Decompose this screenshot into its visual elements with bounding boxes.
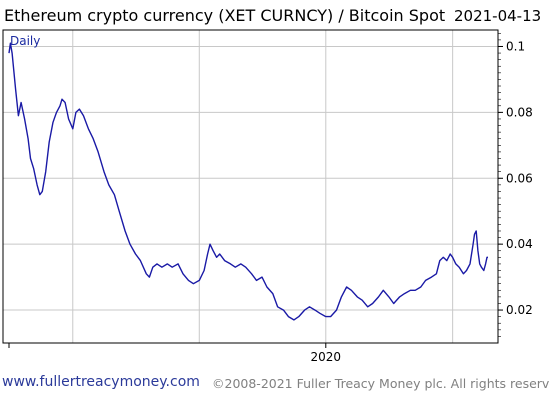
y-tick-label: 0.1 <box>506 39 525 53</box>
gridlines <box>3 30 498 343</box>
price-series-line <box>8 42 488 321</box>
plot-frame <box>2 29 499 344</box>
y-tick-label: 0.08 <box>506 105 533 119</box>
copyright-text: ©2008-2021 Fuller Treacy Money plc. All … <box>212 376 550 391</box>
y-tick-label: 0.04 <box>506 237 533 251</box>
y-tick-label: 0.02 <box>506 303 533 317</box>
chart-date: 2021-04-13 <box>454 7 542 25</box>
y-axis: 0.02 0.04 0.06 0.08 0.1 <box>498 32 533 337</box>
chart-title: Ethereum crypto currency (XET CURNCY) / … <box>4 6 446 25</box>
period-label: Daily <box>10 34 40 48</box>
series-layer <box>8 42 488 321</box>
y-tick-label: 0.06 <box>506 171 533 185</box>
x-axis: 2020 <box>8 343 342 364</box>
x-tick-label: 2020 <box>311 350 342 364</box>
website-link[interactable]: www.fullertreacymoney.com <box>2 374 200 390</box>
plot-background <box>3 30 498 343</box>
